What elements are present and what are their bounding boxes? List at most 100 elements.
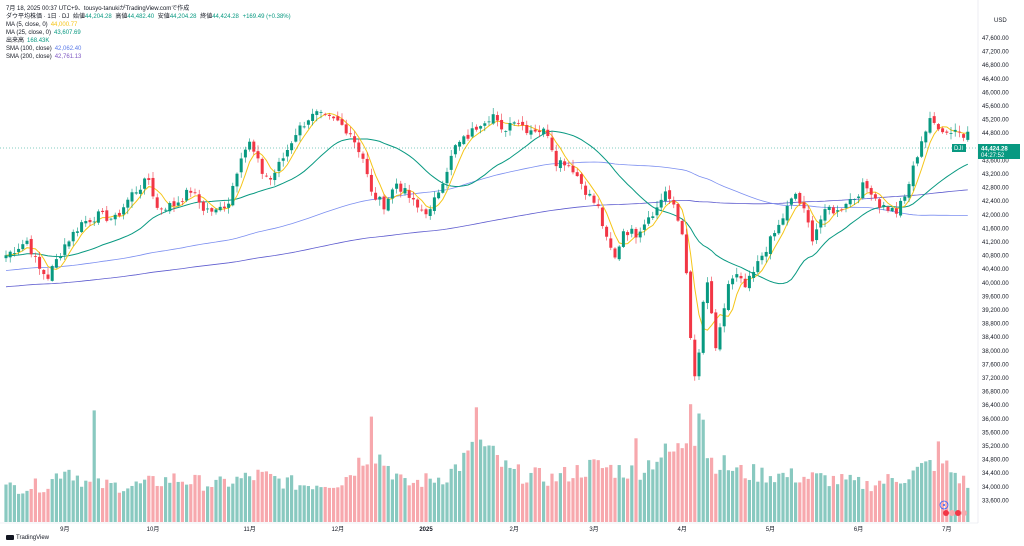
- candle-body: [579, 174, 583, 184]
- candle-body: [915, 157, 919, 164]
- price-tick-label: 43,200.00: [982, 172, 1009, 178]
- volume-bar: [638, 479, 642, 522]
- candle-body: [218, 206, 222, 211]
- candle-body: [823, 209, 827, 221]
- legend-item-sma100[interactable]: SMA (100, close) 42,062.40: [6, 46, 82, 52]
- candle-body: [306, 120, 310, 125]
- currency-label[interactable]: USD: [994, 18, 1007, 24]
- date-tick-label: 6月: [854, 526, 863, 533]
- volume-bar: [764, 482, 768, 522]
- volume-bar: [122, 491, 126, 522]
- candle-body: [201, 201, 205, 211]
- volume-bar: [941, 463, 945, 522]
- candle-body: [17, 248, 21, 252]
- volume-bar: [567, 481, 571, 522]
- candle-body: [185, 189, 189, 201]
- volume-bar: [651, 469, 655, 522]
- candle-body: [903, 196, 907, 201]
- volume-bar: [760, 467, 764, 522]
- candle-body: [340, 119, 344, 125]
- candle-body: [621, 231, 625, 247]
- candle-body: [437, 192, 441, 199]
- price-tick-label: 33,600.00: [982, 498, 1009, 504]
- date-tick-label: 2025: [419, 527, 433, 533]
- volume-bar: [495, 455, 499, 522]
- volume-bar: [487, 445, 491, 522]
- candle-body: [735, 274, 739, 278]
- candle-body: [122, 207, 126, 215]
- candle-body: [75, 231, 79, 233]
- candle-body: [962, 134, 966, 138]
- candle-body: [80, 222, 84, 233]
- volume-bar: [260, 471, 264, 522]
- candle-body: [105, 210, 109, 221]
- volume-bar: [227, 486, 231, 522]
- volume-bar: [865, 481, 869, 522]
- candle-body: [689, 271, 693, 338]
- volume-bar: [626, 478, 630, 522]
- candle-body: [248, 141, 252, 150]
- candle-body: [542, 128, 546, 135]
- volume-bar: [63, 471, 67, 522]
- volume-bar: [592, 459, 596, 522]
- volume-bar: [705, 458, 709, 522]
- price-tick-label: 46,400.00: [982, 77, 1009, 83]
- legend-item-ma25[interactable]: MA (25, close, 0) 43,607.69: [6, 30, 81, 36]
- volume-bar: [88, 481, 92, 522]
- candle-body: [647, 217, 651, 224]
- volume-bar: [878, 480, 882, 522]
- volume-bar: [185, 484, 189, 522]
- candle-body: [491, 114, 495, 124]
- volume-bar: [201, 490, 205, 522]
- price-tick-label: 38,800.00: [982, 322, 1009, 328]
- candle-body: [516, 123, 520, 125]
- legend-item-volume[interactable]: 出来高 168.43K: [6, 38, 50, 44]
- candle-body: [164, 209, 168, 211]
- candle-body: [802, 202, 806, 209]
- volume-bar: [155, 485, 159, 522]
- volume-bar: [285, 477, 289, 522]
- legend: ダウ平均株価 · 1日 · DJ 始値44,204.28 高値44,482.40…: [6, 13, 291, 61]
- volume-bar: [311, 489, 315, 522]
- price-tick-label: 37,200.00: [982, 376, 1009, 382]
- candle-body: [512, 122, 516, 124]
- volume-bar: [33, 478, 37, 522]
- volume-bar: [957, 483, 961, 522]
- candle-body: [458, 141, 462, 147]
- volume-bar: [802, 476, 806, 522]
- ohlc-change: +169.49 (+0.38%): [242, 14, 291, 20]
- volume-bar: [210, 486, 214, 522]
- candle-body: [130, 192, 134, 202]
- price-tick-label: 42,000.00: [982, 213, 1009, 219]
- tradingview-brand[interactable]: TradingView: [6, 535, 49, 541]
- candle-body: [878, 199, 882, 208]
- volume-bar: [693, 445, 697, 522]
- candle-body: [101, 210, 105, 213]
- candle-body: [281, 158, 285, 161]
- candle-body: [672, 199, 676, 205]
- price-tick-label: 45,200.00: [982, 118, 1009, 124]
- volume-bar: [327, 487, 331, 522]
- candle-body: [873, 194, 877, 199]
- candle-body: [861, 182, 865, 198]
- volume-bar: [407, 485, 411, 522]
- candle-body: [571, 165, 575, 173]
- candle-body: [907, 184, 911, 198]
- date-tick-label: 4月: [678, 526, 687, 533]
- volume-bar: [563, 466, 567, 522]
- candlestick-layer: [4, 107, 970, 381]
- legend-item-sma200[interactable]: SMA (200, close) 42,761.13: [6, 54, 82, 60]
- candle-body: [584, 185, 588, 195]
- symbol-label[interactable]: ダウ平均株価 · 1日 · DJ: [6, 14, 70, 20]
- legend-item-ma5[interactable]: MA (5, close, 0) 44,000.77: [6, 22, 78, 28]
- candle-body: [701, 301, 705, 353]
- volume-bar: [752, 464, 756, 522]
- candle-body: [411, 197, 415, 200]
- candle-body: [794, 193, 798, 199]
- candle-body: [659, 199, 663, 208]
- candle-body: [252, 141, 256, 152]
- candle-body: [890, 207, 894, 212]
- price-tick-label: 34,800.00: [982, 458, 1009, 464]
- price-tick-label: 36,800.00: [982, 390, 1009, 396]
